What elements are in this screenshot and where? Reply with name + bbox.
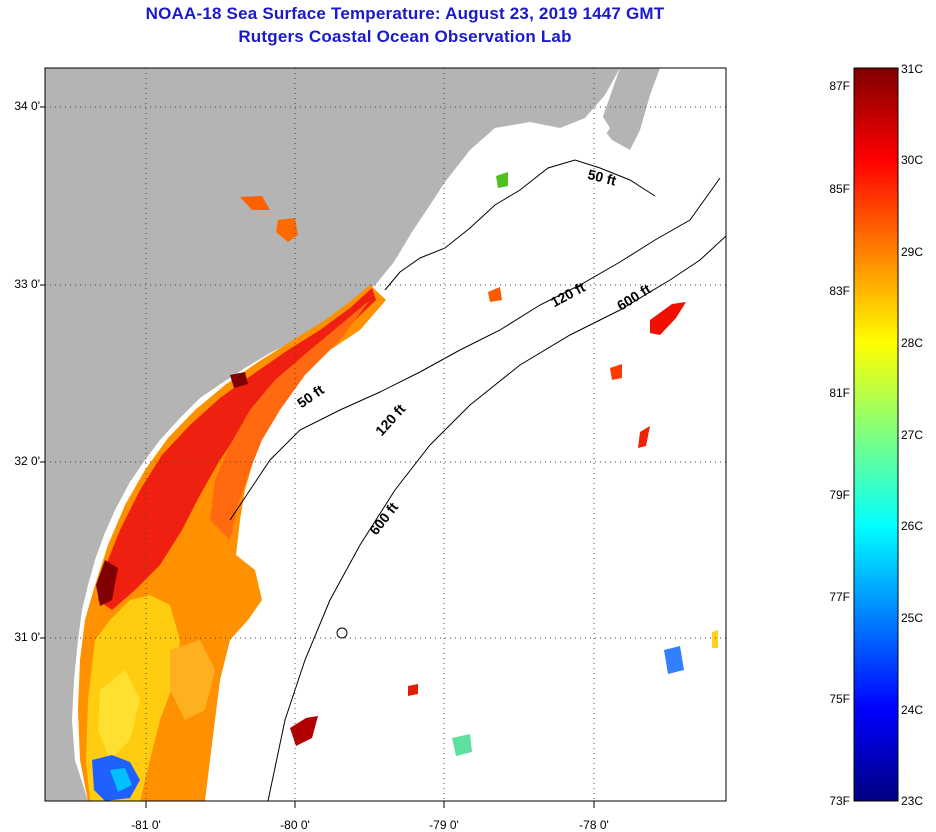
- colorbar-celsius-label: 25C: [901, 611, 924, 625]
- sst-patch-offshore: [638, 426, 650, 448]
- axis-ticks: [40, 106, 595, 808]
- latitude-label: 31 0': [14, 630, 40, 644]
- sst-patch-offshore: [610, 364, 622, 380]
- sst-yellow-patch: [170, 640, 215, 720]
- sst-hot-core: [98, 288, 376, 610]
- sst-patch-offshore: [650, 302, 686, 335]
- map-frame: [44, 67, 727, 802]
- colorbar-celsius-label: 31C: [901, 62, 924, 76]
- map-subtitle: Rutgers Coastal Ocean Observation Lab: [238, 27, 572, 46]
- isobath-50ft: [384, 159, 656, 291]
- longitude-label: -78 0': [579, 818, 609, 832]
- map-title: NOAA-18 Sea Surface Temperature: August …: [145, 4, 665, 23]
- sst-patch-offshore: [290, 716, 318, 746]
- latitude-label: 33 0': [14, 277, 40, 291]
- longitude-label: -80 0': [280, 818, 310, 832]
- colorbar-celsius-label: 28C: [901, 336, 924, 350]
- sst-patch-offshore: [496, 172, 508, 188]
- colorbar-fahrenheit-label: 79F: [829, 488, 850, 502]
- sst-hot-pixels: [230, 372, 248, 388]
- sst-offshore-orange: [210, 300, 370, 540]
- sst-hot-pixels: [96, 560, 118, 606]
- colorbar-celsius-label: 26C: [901, 519, 924, 533]
- sst-patch-offshore: [408, 684, 418, 696]
- sst-patch-offshore: [452, 734, 472, 756]
- graticule: [45, 68, 726, 801]
- colorbar-fahrenheit-label: 77F: [829, 590, 850, 604]
- latitude-label: 34 0': [14, 99, 40, 113]
- colorbar-fahrenheit-label: 87F: [829, 79, 850, 93]
- sst-patch-offshore: [712, 630, 718, 648]
- sst-patch-offshore: [488, 287, 502, 302]
- colorbar-fahrenheit-label: 85F: [829, 182, 850, 196]
- seamount-contour: [336, 627, 348, 639]
- colorbar-fahrenheit-label: 75F: [829, 692, 850, 706]
- colorbar-celsius-label: 24C: [901, 703, 924, 717]
- latitude-label: 32 0': [14, 454, 40, 468]
- sst-patch-offshore: [240, 196, 270, 210]
- sst-patch-offshore: [276, 218, 298, 242]
- land-inlet: [600, 68, 660, 150]
- longitude-label: -81 0': [131, 818, 161, 832]
- sst-cool-spot: [110, 768, 132, 792]
- colorbar-fahrenheit-label: 83F: [829, 284, 850, 298]
- sst-patch-offshore: [664, 646, 684, 674]
- sst-yellow-patch: [98, 670, 140, 760]
- colorbar-scale: [853, 67, 899, 802]
- colorbar-fahrenheit-label: 73F: [829, 794, 850, 808]
- colorbar-fahrenheit-label: 81F: [829, 386, 850, 400]
- colorbar-celsius-label: 27C: [901, 428, 924, 442]
- longitude-label: -79 0': [429, 818, 459, 832]
- colorbar-celsius-label: 29C: [901, 245, 924, 259]
- colorbar-celsius-label: 23C: [901, 794, 924, 808]
- colorbar-celsius-label: 30C: [901, 153, 924, 167]
- land-mass: [45, 68, 620, 801]
- isobath-600ft: [267, 235, 726, 801]
- isobath-120ft: [229, 177, 721, 521]
